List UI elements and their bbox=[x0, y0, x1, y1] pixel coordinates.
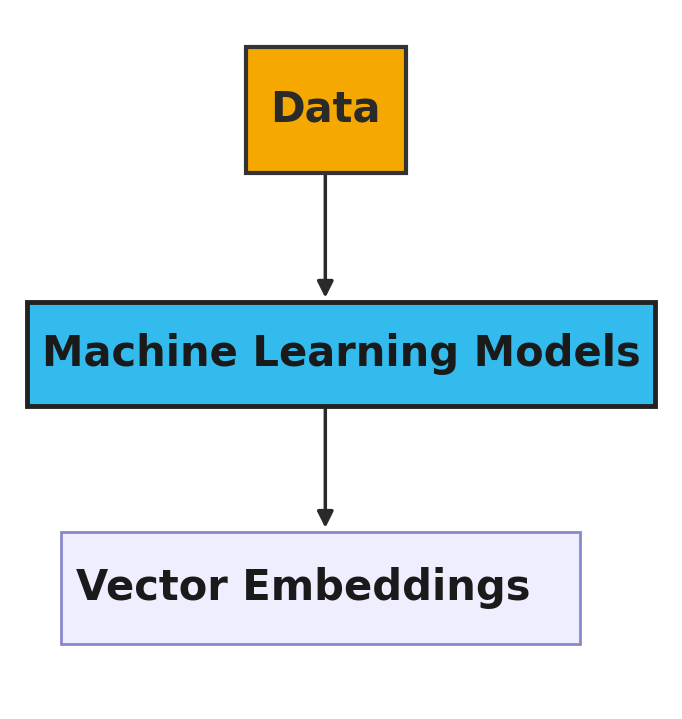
FancyBboxPatch shape bbox=[246, 47, 406, 173]
Text: Machine Learning Models: Machine Learning Models bbox=[42, 333, 641, 375]
Text: Vector Embeddings: Vector Embeddings bbox=[76, 567, 531, 609]
FancyBboxPatch shape bbox=[61, 532, 580, 644]
Text: Data: Data bbox=[270, 88, 381, 131]
FancyBboxPatch shape bbox=[27, 302, 655, 406]
